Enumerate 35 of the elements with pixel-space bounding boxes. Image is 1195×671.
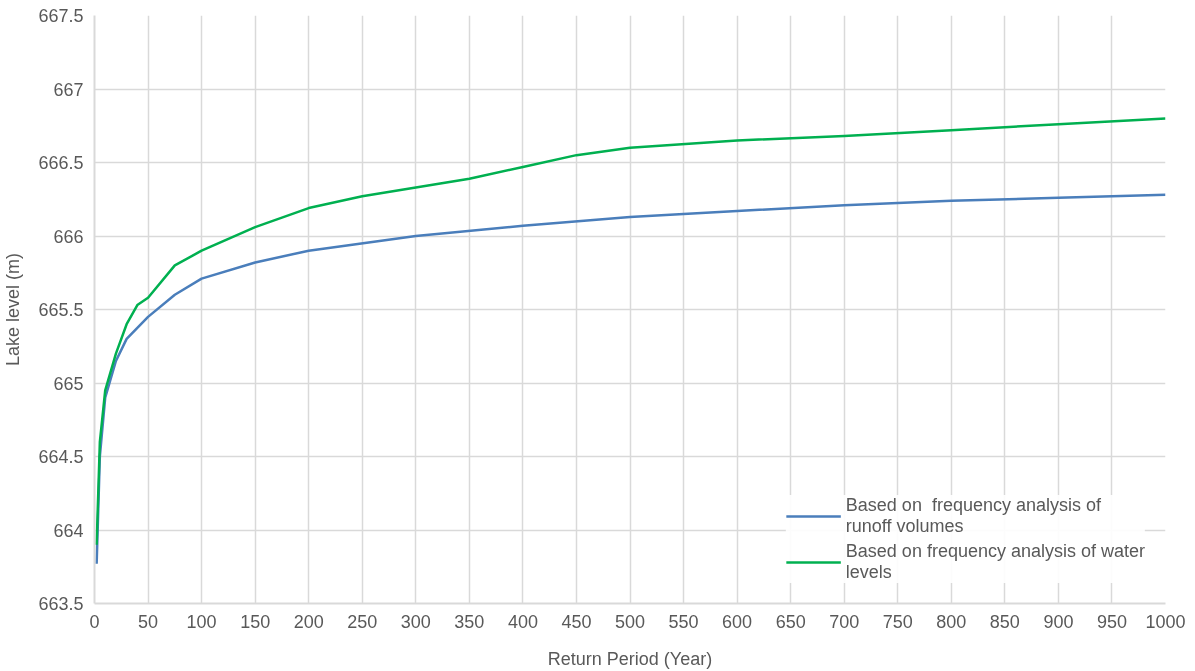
line-series [95, 117, 1166, 546]
y-tick-label: 664.5 [38, 447, 84, 467]
y-tick-label: 666.5 [38, 153, 84, 173]
x-tick-label: 150 [240, 611, 271, 632]
y-axis-title: Lake level (m) [3, 252, 24, 367]
x-tick-label: 900 [1043, 611, 1074, 632]
x-tick-label: 100 [186, 611, 217, 632]
x-tick-label: 250 [347, 611, 378, 632]
y-tick-label: 665 [53, 373, 84, 394]
x-tick-label: 750 [882, 611, 913, 632]
y-tick-label: 664 [53, 520, 84, 541]
y-tick-label: 667.5 [38, 6, 84, 26]
x-tick-label: 200 [293, 611, 324, 632]
x-axis-title: Return Period (Year) [547, 648, 713, 669]
x-tick-label: 600 [722, 611, 753, 632]
x-tick-label: 700 [829, 611, 860, 632]
x-tick-label: 0 [89, 611, 100, 632]
x-tick-label: 400 [507, 611, 538, 632]
x-tick-label: 550 [668, 611, 699, 632]
x-tick-label: 1000 [1145, 611, 1186, 632]
x-tick-label: 50 [138, 611, 159, 632]
legend-label: Based on frequency analysis of water levels [845, 541, 1145, 583]
x-tick-label: 350 [454, 611, 485, 632]
legend-label: Based on frequency analysis of runoff volumes [845, 495, 1101, 537]
y-tick-label: 667 [53, 79, 84, 100]
y-tick-label: 666 [53, 226, 84, 247]
x-tick-label: 950 [1096, 611, 1127, 632]
x-tick-label: 500 [614, 611, 646, 632]
y-tick-label: 665.5 [38, 300, 84, 320]
y-tick-label: 663.5 [38, 594, 84, 614]
x-tick-label: 300 [400, 611, 431, 632]
x-tick-label: 800 [936, 611, 967, 632]
x-tick-label: 450 [561, 611, 592, 632]
x-tick-label: 650 [775, 611, 806, 632]
x-tick-label: 850 [989, 611, 1020, 632]
